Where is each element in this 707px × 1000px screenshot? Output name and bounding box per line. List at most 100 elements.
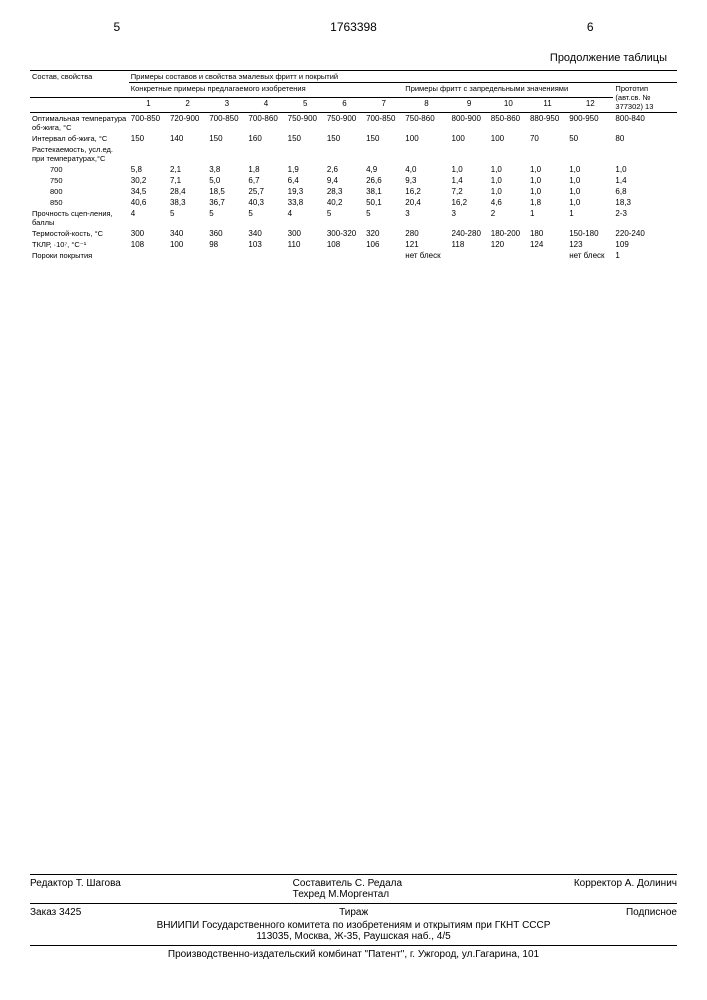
cell-value: 40,6 (129, 197, 168, 208)
printer-line: Производственно-издательский комбинат "П… (30, 949, 677, 960)
cell-value: 700-850 (207, 113, 246, 134)
cell-value: 300 (286, 228, 325, 239)
cell-value: 108 (325, 239, 364, 250)
cell-value: 700-860 (246, 113, 285, 134)
row-label: Термостой-кость, °С (30, 228, 129, 239)
cell-value: 33,8 (286, 197, 325, 208)
cell-value: 850-860 (489, 113, 528, 134)
cell-value: 118 (450, 239, 489, 250)
cell-value (528, 250, 567, 261)
cell-value: 1,0 (567, 197, 613, 208)
cell-value (364, 250, 403, 261)
cell-value: 6,8 (613, 186, 677, 197)
cell-value: 50,1 (364, 197, 403, 208)
cell-value: 7,1 (168, 175, 207, 186)
cell-value: 40,2 (325, 197, 364, 208)
cell-value: 1,0 (567, 164, 613, 175)
col-num: 5 (286, 98, 325, 113)
cell-value: 2,6 (325, 164, 364, 175)
cell-value: 340 (246, 228, 285, 239)
cell-value: 1,0 (489, 164, 528, 175)
tirazh-label: Тираж (339, 907, 368, 918)
cell-value: 70 (528, 133, 567, 144)
cell-value: 9,3 (403, 175, 449, 186)
col-num: 6 (325, 98, 364, 113)
cell-value: 1,8 (528, 197, 567, 208)
cell-value: 280 (403, 228, 449, 239)
cell-value: 1,8 (246, 164, 285, 175)
cell-value (325, 144, 364, 164)
org-line: ВНИИПИ Государственного комитета по изоб… (30, 920, 677, 931)
cell-value: 26,6 (364, 175, 403, 186)
table-row: Термостой-кость, °С300340360340300300-32… (30, 228, 677, 239)
row-label: 700 (30, 164, 129, 175)
cell-value (207, 250, 246, 261)
cell-value: 700-850 (129, 113, 168, 134)
cell-value: 180 (528, 228, 567, 239)
data-table: Состав, свойства Примеры составов и свой… (30, 70, 677, 261)
cell-value: 123 (567, 239, 613, 250)
cell-value: нет блеск (403, 250, 449, 261)
cell-value: 50 (567, 133, 613, 144)
col-num: 12 (567, 98, 613, 113)
row-label: Растекаемость, усл.ед. при температурах,… (30, 144, 129, 164)
cell-value: 1,0 (489, 186, 528, 197)
cell-value (129, 250, 168, 261)
cell-value: 160 (246, 133, 285, 144)
col-num: 3 (207, 98, 246, 113)
order-line: Заказ 3425 (30, 907, 81, 918)
cell-value: 2,1 (168, 164, 207, 175)
col-num: 4 (246, 98, 285, 113)
col-num: 9 (450, 98, 489, 113)
cell-value (567, 144, 613, 164)
footer: Редактор Т. Шагова Составитель С. Редала… (30, 871, 677, 960)
cell-value: 18,3 (613, 197, 677, 208)
cell-value (364, 144, 403, 164)
cell-value: 150 (364, 133, 403, 144)
cell-value: 5,0 (207, 175, 246, 186)
cell-value: 100 (168, 239, 207, 250)
cell-value: 121 (403, 239, 449, 250)
cell-value: нет блеск (567, 250, 613, 261)
table-continuation: Продолжение таблицы (30, 52, 667, 64)
cell-value (325, 250, 364, 261)
cell-value: 6,7 (246, 175, 285, 186)
cell-value: 4,6 (489, 197, 528, 208)
cell-value: 220-240 (613, 228, 677, 239)
cell-value: 109 (613, 239, 677, 250)
editor-line: Редактор Т. Шагова (30, 878, 121, 900)
cell-value: 2 (489, 208, 528, 228)
cell-value (489, 144, 528, 164)
row-label: 850 (30, 197, 129, 208)
header-left: Состав, свойства (30, 71, 129, 98)
cell-value: 98 (207, 239, 246, 250)
cell-value: 7,2 (450, 186, 489, 197)
cell-value: 750-900 (286, 113, 325, 134)
cell-value: 800-900 (450, 113, 489, 134)
cell-value: 150 (207, 133, 246, 144)
table-row: Растекаемость, усл.ед. при температурах,… (30, 144, 677, 164)
cell-value (207, 144, 246, 164)
cell-value: 3 (403, 208, 449, 228)
cell-value: 750-860 (403, 113, 449, 134)
compiler-line: Составитель С. РедалаТехред М.Моргентал (293, 878, 402, 900)
cell-value: 1 (567, 208, 613, 228)
cell-value: 300 (129, 228, 168, 239)
row-label: Прочность сцеп-ления, баллы (30, 208, 129, 228)
cell-value: 6,4 (286, 175, 325, 186)
row-label: 800 (30, 186, 129, 197)
cell-value: 3 (450, 208, 489, 228)
cell-value: 180-200 (489, 228, 528, 239)
cell-value: 750-900 (325, 113, 364, 134)
cell-value: 150 (129, 133, 168, 144)
cell-value: 5 (168, 208, 207, 228)
cell-value (168, 250, 207, 261)
cell-value (286, 144, 325, 164)
cell-value: 1,0 (613, 164, 677, 175)
cell-value: 360 (207, 228, 246, 239)
cell-value: 36,7 (207, 197, 246, 208)
cell-value: 28,4 (168, 186, 207, 197)
cell-value: 120 (489, 239, 528, 250)
table-row: 80034,528,418,525,719,328,338,116,27,21,… (30, 186, 677, 197)
table-row: ТКЛР, ·10⁷, °С⁻¹108100981031101081061211… (30, 239, 677, 250)
